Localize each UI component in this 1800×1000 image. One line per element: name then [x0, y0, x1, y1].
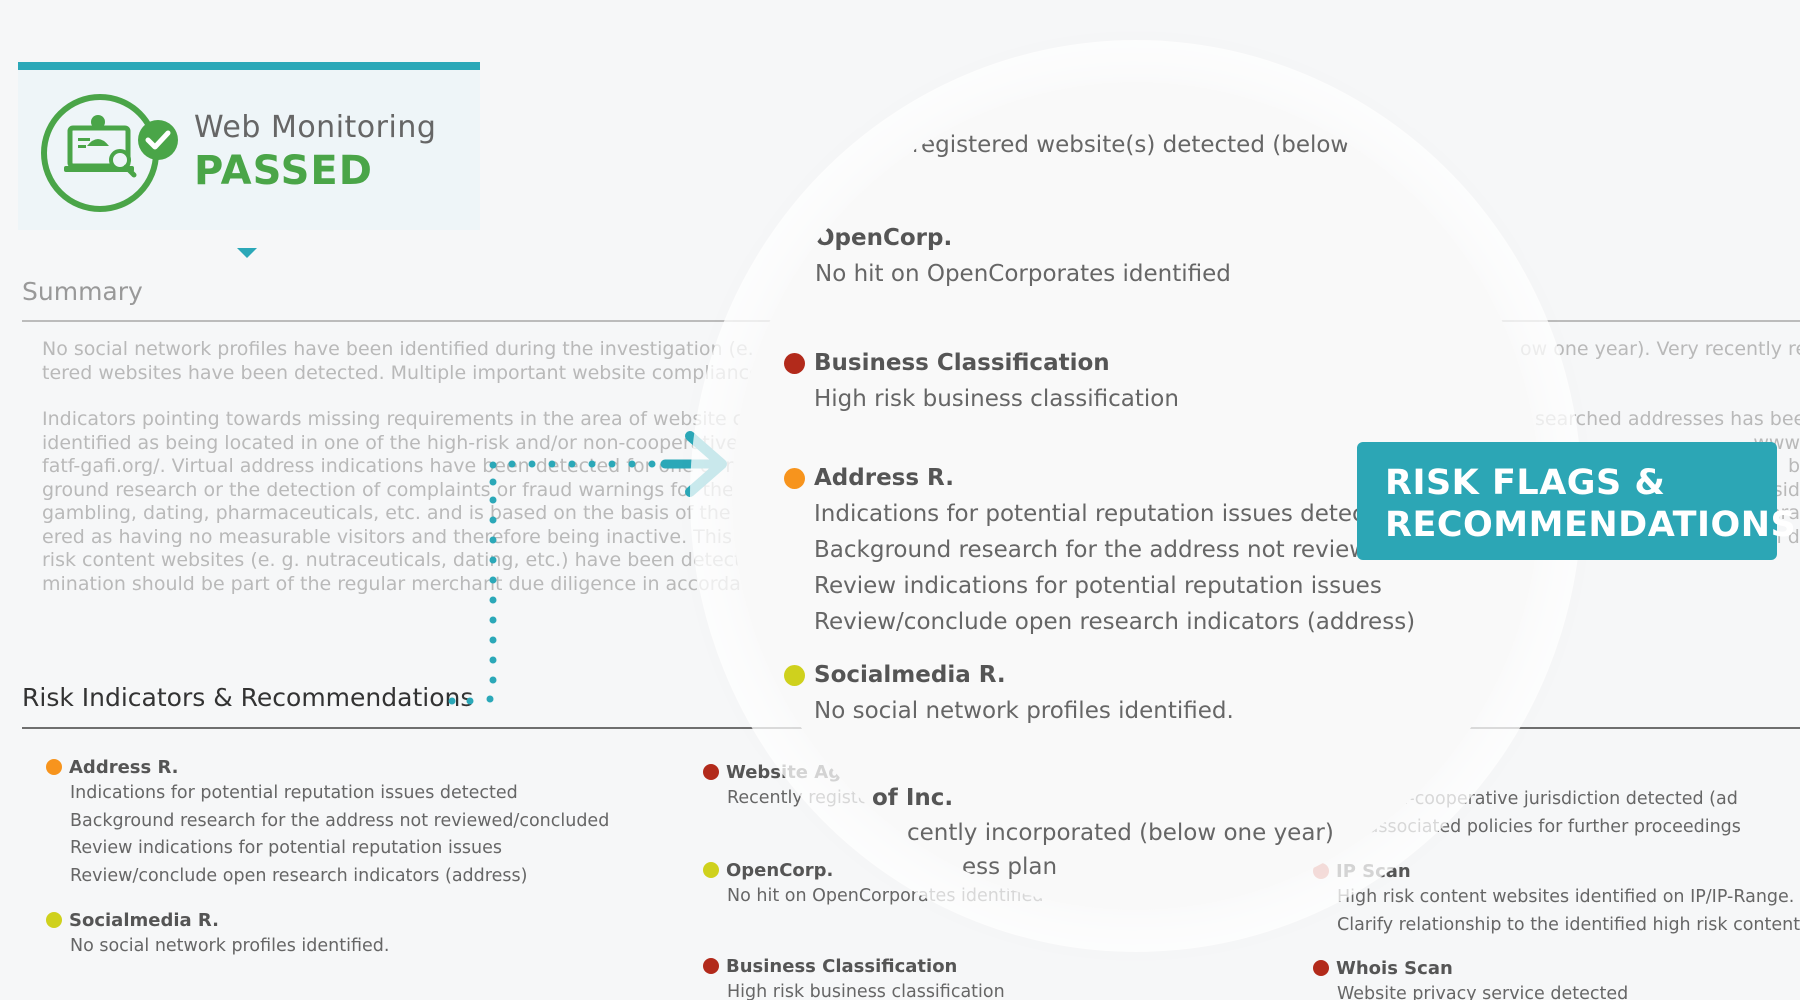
status-dot	[784, 664, 805, 686]
risk-item-line: No social network profiles identified.	[70, 936, 390, 956]
risk-item-opencorp: OpenCorp. No hit on OpenCorporates ident…	[703, 857, 1043, 911]
badge-line: RECOMMENDATIONS	[1385, 505, 1797, 545]
risk-indicators-title: Risk Indicators & Recommendations	[22, 683, 474, 712]
summary-paragraph-1-right: ow one year). Very recently regis	[1520, 338, 1800, 362]
status-dot	[784, 352, 805, 374]
risk-item-line: Recently registe	[727, 788, 869, 808]
risk-flags-badge: RISK FLAGS & RECOMMENDATIONS	[1357, 442, 1797, 560]
text-line: Indicators pointing towards missing requ…	[42, 408, 796, 430]
status-dot	[703, 958, 719, 974]
magnified-item-socialmedia: Socialmedia R. No social network profile…	[784, 657, 1234, 729]
risk-item-business-classification: Business Classification High risk busine…	[703, 953, 1005, 1000]
risk-item-name: Address R.	[69, 756, 179, 778]
risk-item-line: Indications for potential reputation iss…	[814, 501, 1388, 527]
text-line: tered websites have been detected. Multi…	[42, 361, 798, 384]
text-line: gambling, dating, pharmaceuticals, etc. …	[42, 502, 791, 524]
checkmark-icon	[138, 120, 178, 160]
risk-item-line: High risk business classification	[814, 386, 1179, 412]
text-line: No social network profiles have been ide…	[42, 338, 812, 360]
risk-item-line: High risk business classification	[727, 982, 1005, 1000]
risk-item-name: IP Scan	[1336, 860, 1411, 882]
risk-item-name: Business Classification	[814, 350, 1110, 376]
risk-item-name: Website Age	[726, 761, 854, 783]
risk-item-line: Background research for the address not …	[814, 537, 1397, 563]
risk-item-whois-scan: Whois Scan Website privacy service detec…	[1313, 955, 1628, 1000]
magnified-text: registered website(s) detected (below on…	[912, 132, 1400, 158]
risk-item-name: Socialmedia R.	[814, 662, 1006, 688]
risk-item-line: No social network profiles identified.	[814, 698, 1234, 724]
status-dot	[1313, 960, 1329, 976]
risk-item-socialmedia: Socialmedia R. No social network profile…	[46, 907, 389, 961]
status-dot	[1313, 863, 1329, 879]
text-line: risk content websites (e. g. nutraceutic…	[42, 549, 803, 571]
badge-line: RISK FLAGS &	[1385, 463, 1666, 503]
text-line: searched addresses has been	[1535, 408, 1800, 430]
risk-item-line: Review indications for potential reputat…	[814, 573, 1382, 599]
risk-item-line: Review/conclude open research indicators…	[814, 609, 1416, 635]
risk-item-line: and non-cooperative jurisdiction detecte…	[1337, 789, 1738, 809]
risk-item-name: Business Classification	[726, 955, 958, 977]
risk-item-line: Clarify relationship to the identified h…	[1337, 914, 1800, 935]
magnified-text: cently incorporated (below one year)	[907, 820, 1334, 846]
text-line: identified as being located in one of th…	[42, 431, 770, 454]
status-dot	[46, 912, 62, 928]
text-line: fatf-gafi.org/. Virtual address indicati…	[42, 455, 744, 477]
magnified-item-address: Address R. Indications for potential rep…	[784, 460, 1415, 640]
status-dot	[703, 862, 719, 878]
summary-paragraph-2: Indicators pointing towards missing requ…	[42, 408, 1782, 596]
risk-item-line: ew associated policies for further proce…	[1337, 816, 1741, 837]
caret-down-icon	[237, 248, 257, 258]
risk-item-name: OpenCorp.	[726, 859, 834, 881]
status-dot	[703, 764, 719, 780]
summary-title: Summary	[22, 277, 143, 306]
text-line: b	[1787, 455, 1800, 477]
risk-item-line: Review/conclude open research indicators…	[70, 865, 528, 886]
web-monitoring-card: Web Monitoring PASSED	[18, 62, 480, 230]
text-line: ow one year). Very recently regis	[1520, 338, 1800, 360]
magnified-heading: of Inc.	[872, 785, 954, 811]
risk-item-line: Background research for the address not …	[70, 810, 610, 831]
text-line: ground research or the detection of comp…	[42, 478, 784, 501]
magnified-item-business-classification: Business Classification High risk busine…	[784, 345, 1179, 417]
card-title: Web Monitoring	[194, 110, 437, 145]
magnified-text: ess plan	[962, 854, 1058, 880]
magnified-item-opencorp: OpenCorp. No hit on OpenCorporates ident…	[815, 220, 1231, 292]
text-line: sid	[1772, 478, 1800, 501]
risk-item-line: Website privacy service detected	[1337, 984, 1629, 1000]
risk-item-name: OpenCorp.	[815, 225, 953, 251]
text-line: mination should be part of the regular m…	[42, 572, 797, 595]
risk-item-website-age: Website Age Recently registe	[703, 759, 869, 813]
status-dot	[46, 759, 62, 775]
risk-item-ip-scan: IP Scan High risk content websites ident…	[1313, 858, 1800, 939]
status-dot	[784, 467, 805, 489]
risk-item-line: No hit on OpenCorporates identified	[727, 886, 1044, 906]
monitoring-icon	[41, 94, 159, 212]
risk-item-line: No hit on OpenCorporates identified	[815, 261, 1231, 287]
summary-paragraph-1: No social network profiles have been ide…	[42, 338, 1782, 385]
risk-item-line: High risk content websites identified on…	[1337, 887, 1795, 907]
status-badge: PASSED	[194, 148, 373, 194]
risk-item-line: Indications for potential reputation iss…	[70, 783, 518, 803]
text-line: ered as having no measurable visitors an…	[42, 525, 796, 548]
risk-item-name: Address R.	[814, 465, 954, 491]
risk-item-name: Whois Scan	[1336, 957, 1453, 979]
risk-item-line: Review indications for potential reputat…	[70, 838, 503, 858]
risk-item-address: Address R. Indications for potential rep…	[46, 754, 609, 890]
risk-item-name: Socialmedia R.	[69, 909, 219, 931]
